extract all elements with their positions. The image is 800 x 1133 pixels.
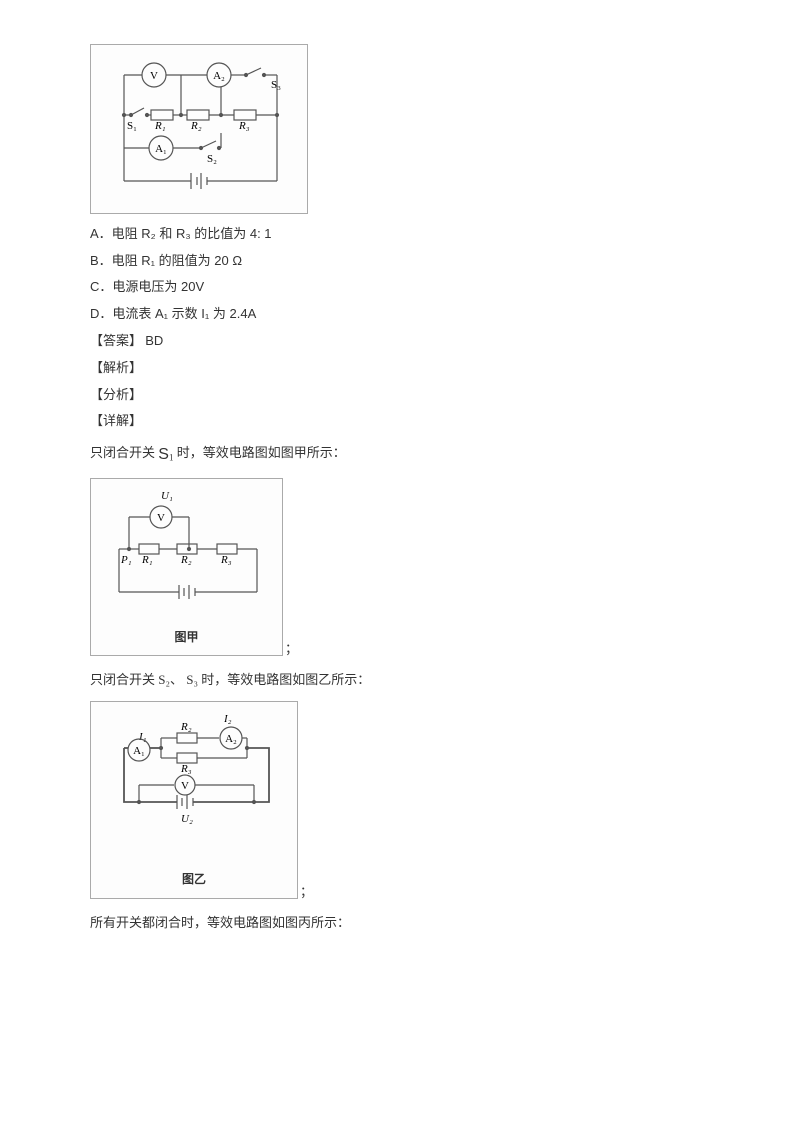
resistor-r1: R₁ bbox=[154, 120, 166, 132]
circuit-jia-svg: U₁ V P₁ R₁ R₂ R₃ bbox=[99, 487, 274, 617]
circuit-jia-wrapper: U₁ V P₁ R₁ R₂ R₃ 图甲 ； bbox=[90, 474, 710, 660]
option-d: D．电流表 A₁ 示数 I₁ 为 2.4A bbox=[90, 304, 710, 325]
semicolon-2: ； bbox=[300, 882, 313, 903]
heading-fenxi: 【分析】 bbox=[90, 385, 710, 406]
answer-line: 【答案】 BD bbox=[90, 331, 710, 352]
jia-p1: P₁ bbox=[120, 554, 132, 566]
heading-analysis: 【解析】 bbox=[90, 358, 710, 379]
paragraph-3: 所有开关都闭合时，等效电路图如图丙所示： bbox=[90, 913, 710, 934]
yi-v: V bbox=[181, 780, 189, 792]
heading-detail: 【详解】 bbox=[90, 411, 710, 432]
yi-a1: A₁ bbox=[133, 745, 145, 757]
option-c: C．电源电压为 20V bbox=[90, 277, 710, 298]
jia-r1: R₁ bbox=[141, 554, 153, 566]
meter-a2: A₂ bbox=[213, 70, 225, 82]
main-circuit-diagram: V A₂ S₃ S₁ R₁ R₂ R₃ A₁ S₂ bbox=[90, 44, 308, 214]
jia-r3: R₃ bbox=[220, 554, 232, 566]
circuit-yi-svg: I₂ I₁ A₁ R₂ A₂ R₃ V U₂ bbox=[99, 710, 289, 860]
resistor-r3: R₃ bbox=[238, 120, 250, 132]
semicolon-1: ； bbox=[285, 639, 298, 660]
yi-i2: I₂ bbox=[223, 713, 232, 725]
yi-a2: A₂ bbox=[225, 733, 237, 745]
switch-s1: S₁ bbox=[127, 120, 137, 132]
yi-r3: R₃ bbox=[180, 763, 192, 775]
jia-caption: 图甲 bbox=[99, 628, 274, 647]
main-circuit-svg: V A₂ S₃ S₁ R₁ R₂ R₃ A₁ S₂ bbox=[99, 53, 299, 198]
paragraph-2: 只闭合开关 S₂、 S₃ 时，等效电路图如图乙所示： bbox=[90, 670, 710, 691]
switch-s2: S₂ bbox=[207, 153, 217, 165]
yi-r2: R₂ bbox=[180, 721, 192, 733]
option-b: B．电阻 R₁ 的阻值为 20 Ω bbox=[90, 251, 710, 272]
yi-caption: 图乙 bbox=[99, 870, 289, 889]
circuit-yi-wrapper: I₂ I₁ A₁ R₂ A₂ R₃ V U₂ 图乙 ； bbox=[90, 697, 710, 903]
jia-u1: U₁ bbox=[161, 490, 173, 502]
option-a: A．电阻 R₂ 和 R₃ 的比值为 4: 1 bbox=[90, 224, 710, 245]
jia-r2: R₂ bbox=[180, 554, 192, 566]
paragraph-1: 只闭合开关 S1 时，等效电路图如图甲所示： bbox=[90, 442, 710, 468]
meter-a1: A₁ bbox=[155, 143, 167, 155]
resistor-r2: R₂ bbox=[190, 120, 202, 132]
meter-v: V bbox=[150, 70, 158, 82]
yi-u2: U₂ bbox=[181, 813, 193, 825]
jia-v: V bbox=[157, 512, 165, 524]
switch-s3: S₃ bbox=[271, 79, 281, 91]
